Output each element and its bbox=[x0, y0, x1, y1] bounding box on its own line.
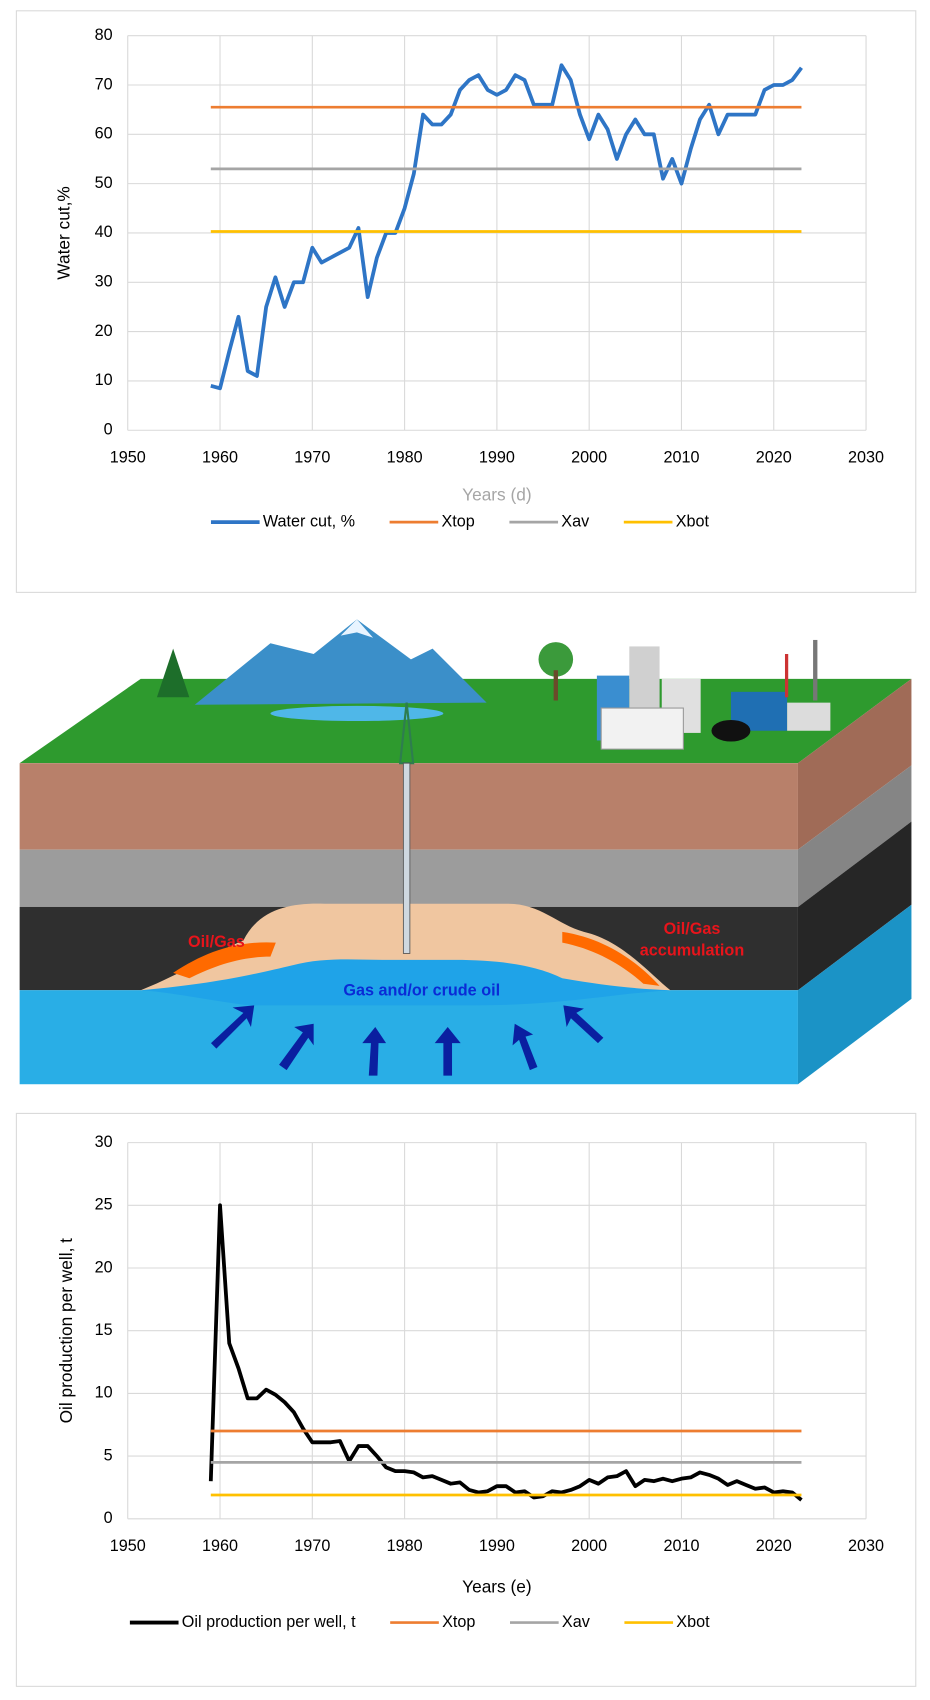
y-tick-label: 30 bbox=[95, 1133, 113, 1151]
y-tick-label: 20 bbox=[95, 1258, 113, 1276]
lake bbox=[270, 705, 444, 722]
oil-accumulation bbox=[173, 942, 276, 979]
y-tick-label: 25 bbox=[95, 1196, 113, 1214]
x-tick-label: 1990 bbox=[479, 1537, 515, 1555]
factory bbox=[787, 702, 831, 731]
arrows bbox=[210, 1005, 604, 1076]
chart-frame bbox=[15, 1112, 917, 1687]
x-tick-label: 1970 bbox=[294, 449, 330, 467]
x-tick-label: 2000 bbox=[571, 1537, 607, 1555]
tree bbox=[156, 648, 190, 698]
tank bbox=[711, 719, 751, 742]
oil-accumulation bbox=[562, 931, 660, 986]
x-tick-label: 2000 bbox=[571, 449, 607, 467]
y-tick-label: 15 bbox=[95, 1321, 113, 1339]
x-tick-label: 1980 bbox=[387, 1537, 423, 1555]
illustration: Oil/Gas Oil/Gas accumulation Gas and/or … bbox=[19, 619, 912, 1085]
y-tick-label: 10 bbox=[95, 1384, 113, 1402]
x-tick-label: 1950 bbox=[110, 449, 146, 467]
label: Gas and/or crude oil bbox=[343, 982, 500, 1000]
x-tick-label: 2010 bbox=[663, 1537, 699, 1555]
x-tick-label: 1970 bbox=[294, 1537, 330, 1555]
y-tick-label: 0 bbox=[104, 421, 113, 439]
x-tick-label: 1960 bbox=[202, 449, 238, 467]
y-tick-label: 40 bbox=[95, 223, 113, 241]
x-tick-label: 2030 bbox=[848, 1537, 884, 1555]
label: Oil/Gas bbox=[664, 920, 721, 938]
mountains bbox=[194, 619, 487, 705]
x-tick-label: 2030 bbox=[848, 449, 884, 467]
y-tick-label: 70 bbox=[95, 75, 113, 93]
data-line bbox=[210, 63, 803, 391]
gravel-side bbox=[797, 765, 912, 907]
x-tick-label: 2010 bbox=[663, 449, 699, 467]
y-axis-title: Oil production per well, t bbox=[56, 1238, 76, 1424]
gas-oil-zone bbox=[140, 959, 671, 1006]
chimney bbox=[784, 654, 789, 698]
legend-label: Xav bbox=[561, 512, 590, 530]
chart-frame bbox=[15, 10, 917, 593]
legend-label: Xav bbox=[562, 1613, 591, 1631]
shale-side bbox=[797, 821, 912, 991]
y-tick-label: 5 bbox=[104, 1446, 113, 1464]
snow bbox=[340, 619, 374, 638]
water-side bbox=[797, 904, 912, 1085]
chimney bbox=[813, 639, 818, 701]
x-tick-label: 1950 bbox=[110, 1537, 146, 1555]
label: accumulation bbox=[640, 942, 744, 960]
building bbox=[600, 707, 684, 750]
water-layer bbox=[19, 990, 798, 1085]
y-tick-label: 60 bbox=[95, 125, 113, 143]
y-tick-label: 0 bbox=[104, 1509, 113, 1527]
legend-label: Oil production per well, t bbox=[182, 1613, 356, 1631]
x-axis-title: Years (e) bbox=[462, 1577, 531, 1597]
x-tick-label: 1980 bbox=[387, 449, 423, 467]
well bbox=[402, 762, 411, 954]
y-tick-label: 30 bbox=[95, 273, 113, 291]
y-tick-label: 20 bbox=[95, 322, 113, 340]
legend-label: Xtop bbox=[441, 512, 474, 530]
legend-label: Water cut, % bbox=[263, 512, 355, 530]
y-tick-label: 50 bbox=[95, 174, 113, 192]
legend-label: Xbot bbox=[676, 512, 710, 530]
y-axis-title: Water cut,% bbox=[54, 186, 74, 279]
y-tick-label: 80 bbox=[95, 26, 113, 44]
soil-side bbox=[797, 678, 912, 850]
x-tick-label: 1990 bbox=[479, 449, 515, 467]
x-tick-label: 2020 bbox=[756, 449, 792, 467]
x-axis-title: Years (d) bbox=[462, 485, 531, 505]
legend-label: Xtop bbox=[442, 1613, 475, 1631]
label: Oil/Gas bbox=[188, 933, 245, 951]
data-line bbox=[208, 1203, 803, 1502]
y-tick-label: 10 bbox=[95, 371, 113, 389]
legend-label: Xbot bbox=[676, 1613, 710, 1631]
tree bbox=[538, 642, 574, 677]
x-tick-label: 1960 bbox=[202, 1537, 238, 1555]
tree-trunk bbox=[553, 670, 558, 701]
x-tick-label: 2020 bbox=[756, 1537, 792, 1555]
